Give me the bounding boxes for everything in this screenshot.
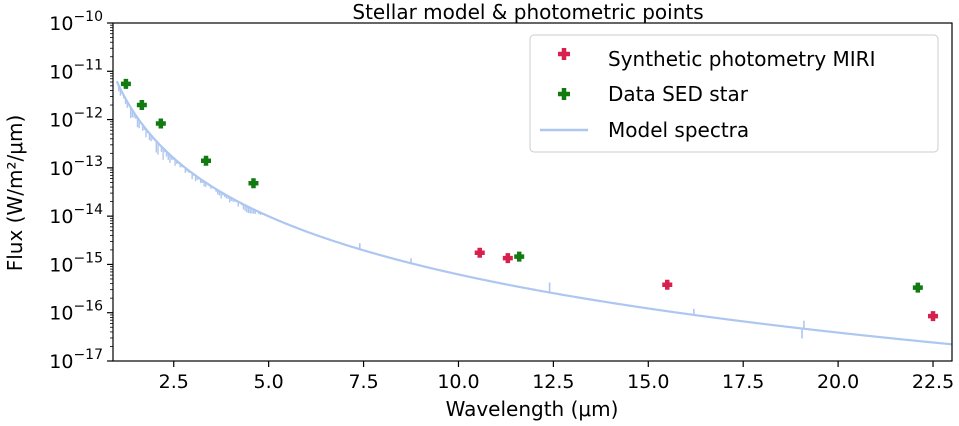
- miri-synthetic-point: [928, 311, 939, 322]
- legend-box: [529, 34, 939, 153]
- y-axis: 10−10 10−11 10−12 10−13 10−14 10−15 10−16 10−17: [49, 9, 113, 373]
- chart-title: Stellar model & photometric points: [352, 0, 703, 24]
- x-tick-label: 22.5: [912, 371, 954, 393]
- legend-label-sed: Data SED star: [608, 82, 749, 106]
- legend: Synthetic photometry MIRI Data SED star …: [529, 34, 939, 153]
- legend-entry-model: Model spectra: [540, 118, 749, 142]
- x-tick-label: 10.0: [437, 371, 479, 393]
- legend-label-miri: Synthetic photometry MIRI: [608, 47, 875, 71]
- y-tick-label: 10−17: [49, 347, 103, 373]
- x-tick-label: 20.0: [817, 371, 859, 393]
- miri-synthetic-point: [502, 253, 513, 264]
- y-tick-label: 10−15: [49, 250, 103, 276]
- x-tick-label: 2.5: [159, 371, 189, 393]
- y-tick-label: 10−11: [49, 57, 103, 83]
- x-axis-label: Wavelength (μm): [446, 397, 619, 421]
- legend-entry-miri: Synthetic photometry MIRI: [558, 47, 875, 71]
- y-tick-label: 10−10: [49, 9, 103, 35]
- y-tick-label: 10−16: [49, 299, 103, 325]
- sed-data-point: [912, 282, 923, 293]
- sed-data-point: [136, 100, 147, 111]
- legend-label-model: Model spectra: [608, 118, 749, 142]
- y-tick-label: 10−14: [49, 202, 103, 228]
- x-tick-label: 15.0: [627, 371, 669, 393]
- sed-data-point: [155, 118, 166, 129]
- sed-data-point: [248, 178, 259, 189]
- legend-marker-sed: [558, 88, 570, 100]
- sed-data-point: [120, 78, 131, 89]
- y-tick-label: 10−13: [49, 154, 103, 180]
- y-tick-label: 10−12: [49, 106, 103, 132]
- plot-area: [115, 78, 952, 346]
- x-tick-label: 17.5: [722, 371, 764, 393]
- y-axis-label: Flux (W/m²/μm): [3, 115, 27, 272]
- plot-frame: [112, 22, 953, 362]
- model-absorption-lines: [117, 85, 805, 339]
- legend-entry-sed: Data SED star: [558, 82, 749, 106]
- x-tick-label: 7.5: [348, 371, 378, 393]
- legend-marker-miri: [558, 48, 570, 60]
- miri-synthetic-point: [474, 247, 485, 258]
- x-tick-label: 12.5: [532, 371, 574, 393]
- miri-synthetic-point: [662, 279, 673, 290]
- x-axis: 2.5 5.0 7.5 10.0 12.5 15.0 17.5 20.0 22.5: [159, 361, 954, 393]
- sed-data-point: [514, 251, 525, 262]
- x-tick-label: 5.0: [254, 371, 284, 393]
- sed-data-point: [201, 155, 212, 166]
